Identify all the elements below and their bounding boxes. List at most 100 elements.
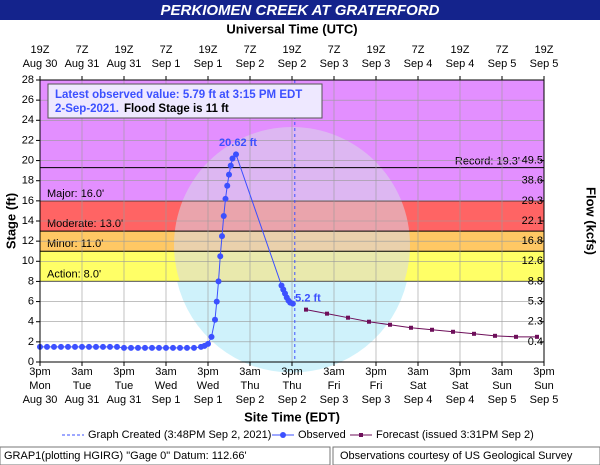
info-line: 2-Sep-2021. Flood Stage is 11 ft bbox=[55, 103, 229, 115]
x-tick-label: 3am bbox=[323, 366, 344, 378]
top-tick-date: Sep 3 bbox=[362, 58, 391, 70]
y-tick-label: 18 bbox=[22, 175, 34, 187]
observed-point bbox=[208, 333, 215, 340]
forecast-point bbox=[430, 327, 434, 332]
top-tick-label: 7Z bbox=[76, 44, 89, 56]
observed-point bbox=[93, 343, 99, 350]
y-tick-label: 0 bbox=[28, 356, 34, 368]
top-tick-label: 7Z bbox=[328, 44, 341, 56]
x-tick-day: Fri bbox=[328, 380, 341, 392]
top-tick-date: Sep 1 bbox=[194, 58, 223, 70]
forecast-point bbox=[451, 329, 455, 334]
x-tick-label: 3pm bbox=[29, 366, 50, 378]
x-tick-day: Thu bbox=[241, 380, 260, 392]
top-tick-date: Sep 2 bbox=[236, 58, 265, 70]
top-tick-label: 19Z bbox=[115, 44, 134, 56]
observed-point bbox=[79, 343, 85, 350]
x-tick-label: 3pm bbox=[365, 366, 386, 378]
observed-point bbox=[107, 343, 113, 350]
top-tick-label: 19Z bbox=[451, 44, 470, 56]
top-tick-date: Aug 30 bbox=[23, 58, 58, 70]
footer-left: GRAP1(plotting HGIRG) "Gage 0" Datum: 11… bbox=[4, 450, 247, 462]
record-label: Record: 19.3' bbox=[455, 156, 520, 168]
y-tick-label: 28 bbox=[22, 74, 34, 86]
top-tick-date: Sep 4 bbox=[404, 58, 433, 70]
x-tick-label: 3pm bbox=[449, 366, 470, 378]
observed-point bbox=[44, 343, 50, 350]
y2-tick-label: 0.4 bbox=[528, 336, 543, 348]
top-tick-date: Sep 1 bbox=[152, 58, 181, 70]
x-tick-label: 3am bbox=[491, 366, 512, 378]
top-tick-date: Sep 4 bbox=[446, 58, 475, 70]
x-tick-date: Sep 1 bbox=[194, 394, 223, 406]
observed-point bbox=[227, 162, 234, 169]
x-tick-label: 3am bbox=[407, 366, 428, 378]
observed-point bbox=[289, 300, 296, 307]
observed-point bbox=[149, 344, 155, 351]
x-tick-label: 3am bbox=[71, 366, 92, 378]
x-tick-date: Sep 2 bbox=[278, 394, 307, 406]
x-tick-date: Sep 4 bbox=[404, 394, 433, 406]
x-tick-day: Sat bbox=[410, 380, 427, 392]
x-tick-day: Sun bbox=[492, 380, 512, 392]
top-tick-label: 19Z bbox=[283, 44, 302, 56]
forecast-point bbox=[388, 322, 392, 327]
x-tick-day: Wed bbox=[197, 380, 219, 392]
observed-point bbox=[100, 343, 106, 350]
top-tick-date: Sep 3 bbox=[320, 58, 349, 70]
observed-point bbox=[114, 343, 120, 350]
legend-label: Observed bbox=[298, 429, 346, 441]
y2-tick-label: 12.6 bbox=[522, 255, 543, 267]
y-tick-label: 24 bbox=[22, 114, 34, 126]
top-tick-label: 7Z bbox=[496, 44, 509, 56]
legend-label: Forecast (issued 3:31PM Sep 2) bbox=[376, 429, 534, 441]
info-line: Latest observed value: 5.79 ft at 3:15 P… bbox=[55, 89, 302, 101]
observed-point bbox=[177, 344, 183, 351]
top-tick-label: 19Z bbox=[535, 44, 554, 56]
observed-point bbox=[233, 151, 239, 158]
y-tick-label: 10 bbox=[22, 255, 34, 267]
y-tick-label: 20 bbox=[22, 154, 34, 166]
footer-box bbox=[332, 446, 600, 465]
observed-point bbox=[58, 343, 64, 350]
flood-label: Moderate: 13.0' bbox=[47, 218, 123, 230]
y-tick-label: 4 bbox=[28, 316, 34, 328]
x-tick-label: 3am bbox=[155, 366, 176, 378]
annotation: 20.62 ft bbox=[219, 137, 257, 149]
x-tick-day: Sat bbox=[452, 380, 469, 392]
x-tick-day: Tue bbox=[73, 380, 92, 392]
top-axis-title: Universal Time (UTC) bbox=[226, 21, 357, 36]
forecast-point bbox=[409, 325, 413, 330]
plot-frame bbox=[39, 79, 545, 363]
top-tick-date: Aug 31 bbox=[107, 58, 142, 70]
x-tick-day: Sun bbox=[534, 380, 554, 392]
x-axis-title: Site Time (EDT) bbox=[244, 409, 340, 424]
x-tick-date: Aug 30 bbox=[23, 394, 58, 406]
flood-label: Major: 16.0' bbox=[47, 188, 104, 200]
y-tick-label: 14 bbox=[22, 215, 34, 227]
top-tick-label: 7Z bbox=[412, 44, 425, 56]
observed-point bbox=[224, 182, 231, 189]
observed-point bbox=[220, 212, 227, 219]
x-tick-date: Sep 5 bbox=[488, 394, 517, 406]
x-tick-date: Sep 1 bbox=[152, 394, 181, 406]
observed-point bbox=[217, 253, 224, 260]
y-axis-title: Stage (ft) bbox=[3, 193, 18, 249]
x-tick-day: Tue bbox=[115, 380, 134, 392]
y2-tick-label: 16.8 bbox=[522, 235, 543, 247]
x-tick-date: Aug 31 bbox=[65, 394, 100, 406]
x-tick-date: Sep 3 bbox=[320, 394, 349, 406]
forecast-point bbox=[514, 334, 518, 339]
forecast-point bbox=[367, 319, 371, 324]
x-tick-date: Sep 2 bbox=[236, 394, 265, 406]
observed-point bbox=[205, 340, 211, 347]
x-tick-date: Sep 4 bbox=[446, 394, 475, 406]
observed-point bbox=[156, 344, 162, 351]
y-tick-label: 8 bbox=[28, 275, 34, 287]
y2-tick-label: 49.5 bbox=[522, 154, 543, 166]
y2-axis-title: Flow (kcfs) bbox=[584, 187, 599, 255]
legend-label: Graph Created (3:48PM Sep 2, 2021) bbox=[88, 429, 271, 441]
y-tick-label: 2 bbox=[28, 336, 34, 348]
x-tick-label: 3pm bbox=[533, 366, 554, 378]
y2-tick-label: 5.3 bbox=[528, 295, 543, 307]
